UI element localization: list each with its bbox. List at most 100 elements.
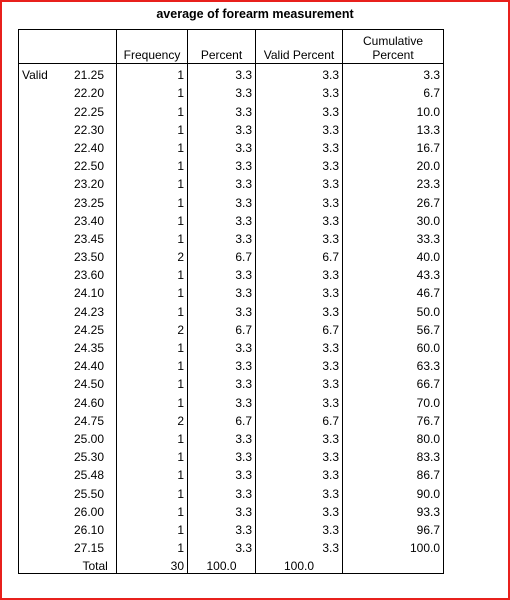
row-group-label <box>19 173 71 191</box>
row-group-label <box>19 119 71 137</box>
row-frequency: 1 <box>116 336 188 355</box>
row-value: 24.35 <box>73 341 104 355</box>
row-valid-percent: 3.3 <box>255 464 343 483</box>
row-group-label <box>19 482 71 500</box>
row-frequency: 1 <box>116 482 188 501</box>
total-cumulative-empty <box>342 555 444 574</box>
row-value: 23.60 <box>73 268 104 283</box>
row-frequency: 1 <box>116 191 188 210</box>
row-cumulative-percent: 86.7 <box>342 464 444 483</box>
row-valid-percent: 6.7 <box>255 245 343 265</box>
row-cumulative-percent: 16.7 <box>342 136 444 155</box>
row-group-label <box>19 337 71 355</box>
total-empty-cell <box>19 555 71 574</box>
row-valid-percent: 3.3 <box>255 118 343 137</box>
row-group-label <box>19 501 71 519</box>
row-percent: 3.3 <box>187 373 256 392</box>
row-cumulative-percent: 56.7 <box>342 318 444 337</box>
row-group-label <box>19 82 71 100</box>
row-group-label <box>19 428 71 446</box>
total-row: Total 30 100.0 100.0 <box>19 555 444 574</box>
row-group-label <box>19 537 71 555</box>
row-percent: 3.3 <box>187 391 256 410</box>
row-value: 24.75 <box>73 413 104 428</box>
header-empty-cell <box>70 29 117 64</box>
row-value: 24.50 <box>73 377 104 392</box>
row-value: 23.50 <box>73 250 104 265</box>
table-body: Frequency Percent Valid Percent Cumulati… <box>18 29 444 574</box>
row-cumulative-percent: 93.3 <box>342 500 444 519</box>
row-group-label <box>19 446 71 464</box>
table-row: 25.30 1 3.3 3.3 83.3 <box>19 445 444 465</box>
row-frequency: 1 <box>116 63 188 83</box>
table-row: 23.60 1 3.3 3.3 43.3 <box>19 264 444 283</box>
row-group-label <box>19 300 71 318</box>
row-frequency: 2 <box>116 245 188 265</box>
row-valid-percent: 3.3 <box>255 482 343 501</box>
row-group-label <box>19 191 71 209</box>
table-row: 23.20 1 3.3 3.3 23.3 <box>19 173 444 192</box>
row-valid-percent: 3.3 <box>255 336 343 355</box>
row-cumulative-percent: 83.3 <box>342 445 444 465</box>
row-percent: 3.3 <box>187 464 256 483</box>
row-frequency: 1 <box>116 118 188 137</box>
table-row: 23.45 1 3.3 3.3 33.3 <box>19 227 444 246</box>
row-value: 22.30 <box>73 122 104 137</box>
row-valid-percent: 3.3 <box>255 427 343 446</box>
header-row: Frequency Percent Valid Percent Cumulati… <box>18 29 444 64</box>
row-frequency: 1 <box>116 500 188 519</box>
table-title: average of forearm measurement <box>156 7 354 21</box>
row-group-label <box>19 519 71 537</box>
row-value: 25.50 <box>73 486 104 501</box>
row-frequency: 1 <box>116 373 188 392</box>
table-row: 24.35 1 3.3 3.3 60.0 <box>19 336 444 355</box>
row-frequency: 1 <box>116 391 188 410</box>
row-valid-percent: 3.3 <box>255 373 343 392</box>
table-row: 23.50 2 6.7 6.7 40.0 <box>19 245 444 265</box>
row-value: 25.48 <box>73 468 104 483</box>
row-group-label <box>19 246 71 264</box>
total-label: Total <box>82 559 108 574</box>
table-row: 24.10 1 3.3 3.3 46.7 <box>19 282 444 301</box>
total-valid-percent: 100.0 <box>255 555 343 574</box>
row-value: 26.00 <box>73 504 104 519</box>
row-frequency: 1 <box>116 355 188 374</box>
row-group-label <box>19 155 71 173</box>
row-valid-percent: 3.3 <box>255 136 343 155</box>
row-group-label <box>19 210 71 228</box>
row-valid-percent: 6.7 <box>255 409 343 428</box>
row-valid-percent: 3.3 <box>255 445 343 465</box>
row-value: 22.25 <box>73 104 104 119</box>
row-value: 22.50 <box>73 159 104 174</box>
row-percent: 3.3 <box>187 536 256 556</box>
table-row: 23.25 1 3.3 3.3 26.7 <box>19 191 444 210</box>
row-frequency: 1 <box>116 154 188 174</box>
row-cumulative-percent: 43.3 <box>342 264 444 283</box>
header-frequency: Frequency <box>116 29 188 64</box>
row-valid-percent: 3.3 <box>255 391 343 410</box>
row-percent: 3.3 <box>187 63 256 83</box>
row-value: 23.20 <box>73 177 104 192</box>
table-row: 24.50 1 3.3 3.3 66.7 <box>19 373 444 392</box>
table-row: 22.30 1 3.3 3.3 13.3 <box>19 118 444 137</box>
row-percent: 6.7 <box>187 318 256 337</box>
row-valid-percent: 3.3 <box>255 227 343 246</box>
row-cumulative-percent: 80.0 <box>342 427 444 446</box>
row-cumulative-percent: 70.0 <box>342 391 444 410</box>
row-cumulative-percent: 20.0 <box>342 154 444 174</box>
table-row: 25.50 1 3.3 3.3 90.0 <box>19 482 444 501</box>
row-percent: 6.7 <box>187 245 256 265</box>
row-value: 22.20 <box>73 86 104 101</box>
row-group-label <box>19 282 71 300</box>
table-row: 24.25 2 6.7 6.7 56.7 <box>19 318 444 337</box>
row-frequency: 2 <box>116 409 188 428</box>
row-frequency: 1 <box>116 173 188 192</box>
table-row: 27.15 1 3.3 3.3 100.0 <box>19 536 444 556</box>
row-valid-percent: 3.3 <box>255 300 343 319</box>
header-cumulative-line2: Percent <box>372 48 414 62</box>
row-value: 24.23 <box>73 304 104 319</box>
row-group-label <box>19 355 71 373</box>
row-percent: 3.3 <box>187 154 256 174</box>
row-value: 25.00 <box>73 431 104 446</box>
